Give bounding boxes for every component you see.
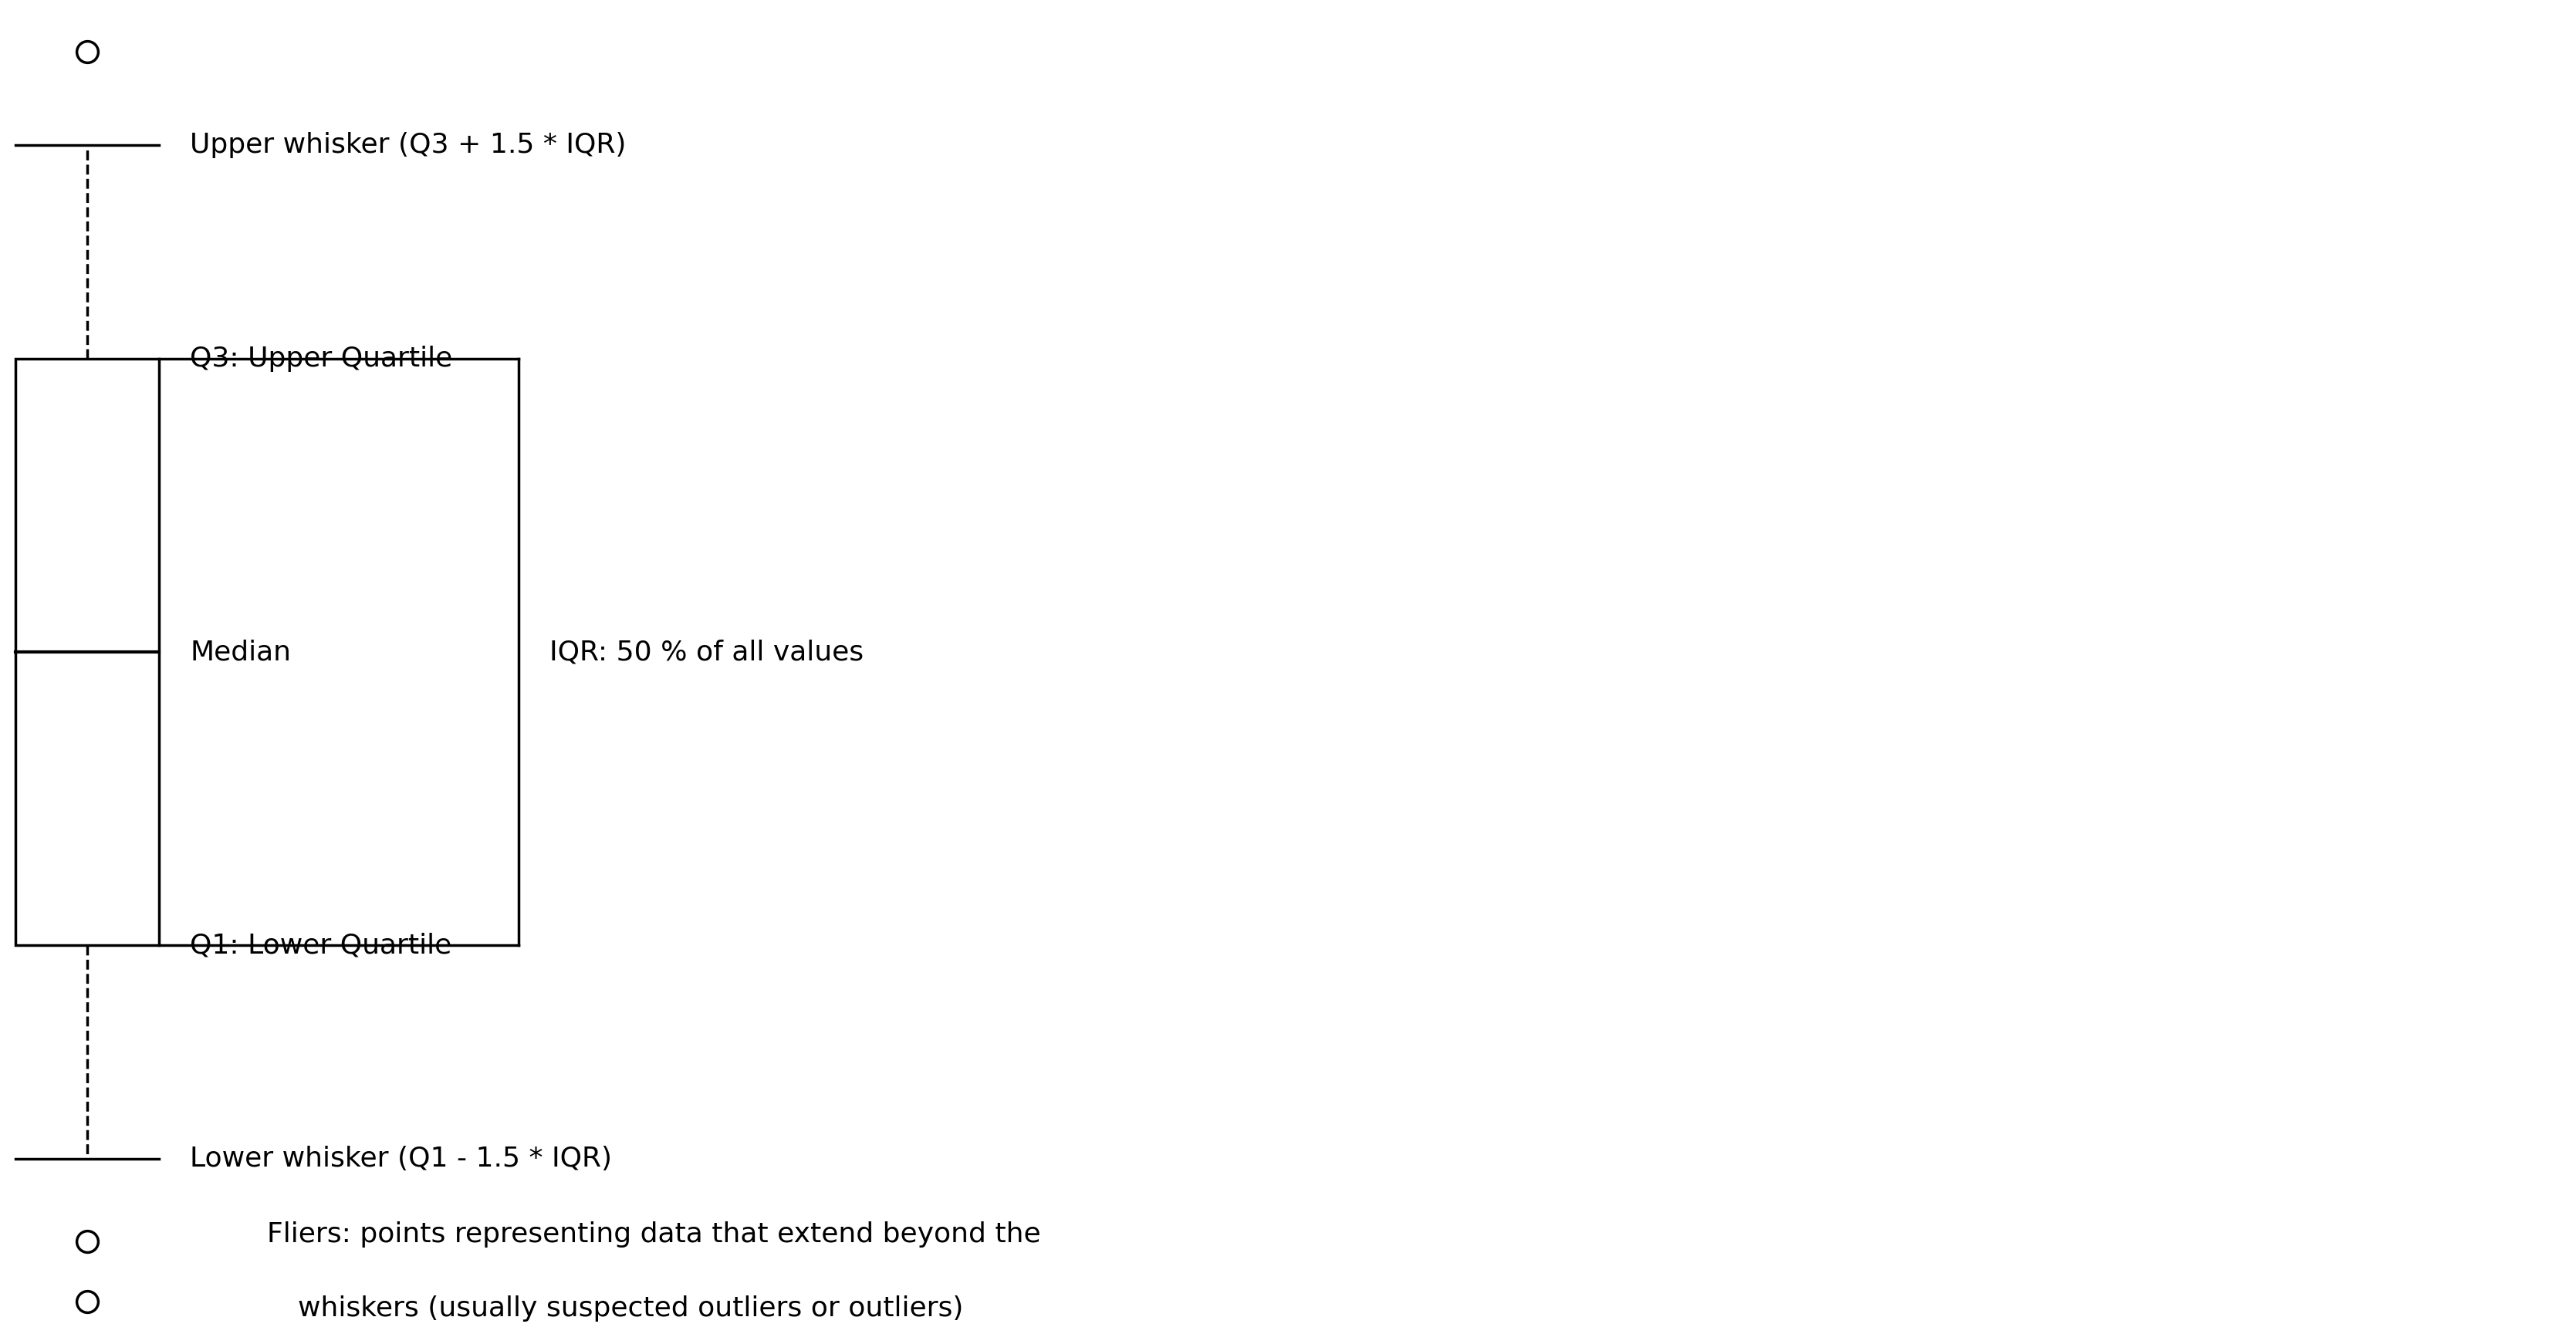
Text: IQR: 50 % of all values: IQR: 50 % of all values [549, 638, 863, 665]
Text: Upper whisker (Q3 + 1.5 * IQR): Upper whisker (Q3 + 1.5 * IQR) [191, 132, 626, 159]
Text: Fliers: points representing data that extend beyond the: Fliers: points representing data that ex… [268, 1222, 1041, 1247]
FancyBboxPatch shape [15, 359, 160, 945]
Text: Lower whisker (Q1 - 1.5 * IQR): Lower whisker (Q1 - 1.5 * IQR) [191, 1145, 613, 1172]
Text: Median: Median [191, 638, 291, 665]
Text: whiskers (usually suspected outliers or outliers): whiskers (usually suspected outliers or … [299, 1296, 963, 1321]
Text: Q1: Lower Quartile: Q1: Lower Quartile [191, 933, 451, 958]
Text: Q3: Upper Quartile: Q3: Upper Quartile [191, 345, 453, 372]
